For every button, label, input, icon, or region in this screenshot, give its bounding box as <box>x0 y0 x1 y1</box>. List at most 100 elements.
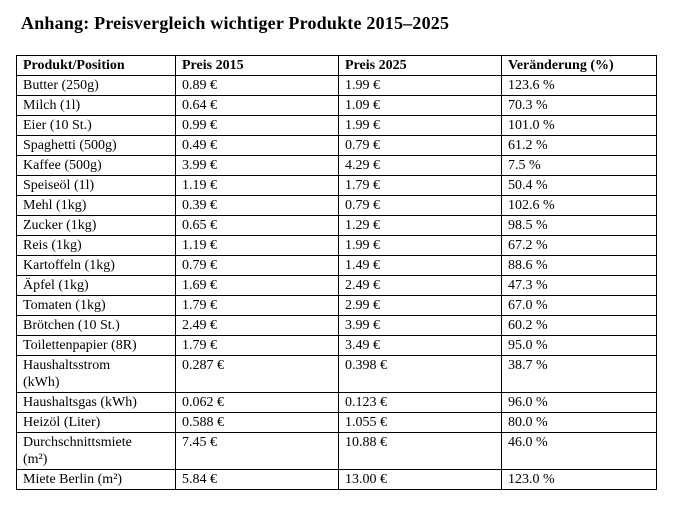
product-cell: Speiseöl (1l) <box>16 175 176 196</box>
change-cell: 123.0 % <box>501 469 657 490</box>
change-cell: 70.3 % <box>501 95 657 116</box>
product-cell: Zucker (1kg) <box>16 215 176 236</box>
product-cell: Milch (1l) <box>16 95 176 116</box>
price-2025-cell: 1.49 € <box>338 255 502 276</box>
col-header-preis-2025: Preis 2025 <box>338 55 502 76</box>
price-2015-cell: 5.84 € <box>175 469 339 490</box>
price-2025-cell: 4.29 € <box>338 155 502 176</box>
product-cell: Kaffee (500g) <box>16 155 176 176</box>
change-cell: 95.0 % <box>501 335 657 356</box>
change-cell: 96.0 % <box>501 392 657 413</box>
price-2015-cell: 7.45 € <box>175 432 339 470</box>
price-2015-cell: 0.062 € <box>175 392 339 413</box>
price-2025-cell: 1.055 € <box>338 412 502 433</box>
price-2025-cell: 1.29 € <box>338 215 502 236</box>
product-cell: Eier (10 St.) <box>16 115 176 136</box>
table-row: Haushaltsgas (kWh) 0.062 €0.123 €96.0 % <box>16 392 657 413</box>
table-row: Kaffee (500g) 3.99 €4.29 €7.5 % <box>16 155 657 176</box>
price-2025-cell: 1.09 € <box>338 95 502 116</box>
table-row: Speiseöl (1l) 1.19 €1.79 €50.4 % <box>16 175 657 196</box>
price-2015-cell: 0.588 € <box>175 412 339 433</box>
table-row: Spaghetti (500g) 0.49 €0.79 €61.2 % <box>16 135 657 156</box>
table-row: Mehl (1kg) 0.39 €0.79 €102.6 % <box>16 195 657 216</box>
table-row: Heizöl (Liter) 0.588 €1.055 €80.0 % <box>16 412 657 433</box>
price-2015-cell: 1.19 € <box>175 235 339 256</box>
price-2025-cell: 2.99 € <box>338 295 502 316</box>
table-row: Milch (1l) 0.64 €1.09 €70.3 % <box>16 95 657 116</box>
change-cell: 61.2 % <box>501 135 657 156</box>
price-2015-cell: 0.65 € <box>175 215 339 236</box>
price-2015-cell: 1.69 € <box>175 275 339 296</box>
col-header-produkt-position: Produkt/Position <box>16 55 176 76</box>
change-cell: 38.7 % <box>501 355 657 393</box>
price-2015-cell: 0.99 € <box>175 115 339 136</box>
price-2015-cell: 0.79 € <box>175 255 339 276</box>
page-title: Anhang: Preisvergleich wichtiger Produkt… <box>21 13 450 33</box>
price-2025-cell: 3.99 € <box>338 315 502 336</box>
change-cell: 50.4 % <box>501 175 657 196</box>
price-2025-cell: 0.123 € <box>338 392 502 413</box>
table-row: Brötchen (10 St.) 2.49 €3.99 €60.2 % <box>16 315 657 336</box>
change-cell: 101.0 % <box>501 115 657 136</box>
product-cell: Tomaten (1kg) <box>16 295 176 316</box>
price-2025-cell: 2.49 € <box>338 275 502 296</box>
product-cell: Mehl (1kg) <box>16 195 176 216</box>
product-cell: Äpfel (1kg) <box>16 275 176 296</box>
change-cell: 47.3 % <box>501 275 657 296</box>
change-cell: 88.6 % <box>501 255 657 276</box>
change-cell: 67.2 % <box>501 235 657 256</box>
table-row: Reis (1kg) 1.19 €1.99 €67.2 % <box>16 235 657 256</box>
price-2025-cell: 13.00 € <box>338 469 502 490</box>
price-2025-cell: 3.49 € <box>338 335 502 356</box>
price-2015-cell: 3.99 € <box>175 155 339 176</box>
change-cell: 102.6 % <box>501 195 657 216</box>
price-2025-cell: 0.79 € <box>338 135 502 156</box>
price-2015-cell: 1.19 € <box>175 175 339 196</box>
col-header-veraenderung: Veränderung (%) <box>501 55 657 76</box>
table-header-row: Produkt/Position Preis 2015 Preis 2025 V… <box>16 55 657 76</box>
price-2015-cell: 0.49 € <box>175 135 339 156</box>
table-row: Eier (10 St.) 0.99 €1.99 €101.0 % <box>16 115 657 136</box>
product-cell: Reis (1kg) <box>16 235 176 256</box>
change-cell: 67.0 % <box>501 295 657 316</box>
change-cell: 46.0 % <box>501 432 657 470</box>
product-cell: Brötchen (10 St.) <box>16 315 176 336</box>
product-cell: Haushaltsgas (kWh) <box>16 392 176 413</box>
table-row: Toilettenpapier (8R) 1.79 €3.49 €95.0 % <box>16 335 657 356</box>
product-cell: Heizöl (Liter) <box>16 412 176 433</box>
change-cell: 80.0 % <box>501 412 657 433</box>
product-cell: Durchschnittsmiete (m²) <box>16 432 176 470</box>
price-2025-cell: 0.79 € <box>338 195 502 216</box>
change-cell: 7.5 % <box>501 155 657 176</box>
change-cell: 98.5 % <box>501 215 657 236</box>
price-2015-cell: 1.79 € <box>175 335 339 356</box>
price-2025-cell: 1.99 € <box>338 235 502 256</box>
price-2015-cell: 0.64 € <box>175 95 339 116</box>
price-2025-cell: 0.398 € <box>338 355 502 393</box>
table-row: Butter (250g) 0.89 €1.99 €123.6 % <box>16 75 657 96</box>
table-row: Haushaltsstrom (kWh) 0.287 €0.398 €38.7 % <box>16 355 657 393</box>
table-row: Äpfel (1kg) 1.69 €2.49 €47.3 % <box>16 275 657 296</box>
price-2015-cell: 2.49 € <box>175 315 339 336</box>
table-row: Miete Berlin (m²) 5.84 €13.00 €123.0 % <box>16 469 657 490</box>
product-cell: Miete Berlin (m²) <box>16 469 176 490</box>
price-2025-cell: 1.99 € <box>338 115 502 136</box>
product-cell: Toilettenpapier (8R) <box>16 335 176 356</box>
price-comparison-table: Produkt/Position Preis 2015 Preis 2025 V… <box>16 55 657 490</box>
table-row: Tomaten (1kg) 1.79 €2.99 €67.0 % <box>16 295 657 316</box>
product-cell: Butter (250g) <box>16 75 176 96</box>
table-row: Zucker (1kg) 0.65 €1.29 €98.5 % <box>16 215 657 236</box>
price-2015-cell: 0.89 € <box>175 75 339 96</box>
col-header-preis-2015: Preis 2015 <box>175 55 339 76</box>
change-cell: 123.6 % <box>501 75 657 96</box>
price-2015-cell: 0.287 € <box>175 355 339 393</box>
table-body: Butter (250g) 0.89 €1.99 €123.6 % Milch (1… <box>16 75 657 490</box>
product-cell: Spaghetti (500g) <box>16 135 176 156</box>
product-cell: Kartoffeln (1kg) <box>16 255 176 276</box>
price-2025-cell: 10.88 € <box>338 432 502 470</box>
table-row: Kartoffeln (1kg) 0.79 €1.49 €88.6 % <box>16 255 657 276</box>
change-cell: 60.2 % <box>501 315 657 336</box>
price-2015-cell: 0.39 € <box>175 195 339 216</box>
table-row: Durchschnittsmiete (m²) 7.45 €10.88 €46.0… <box>16 432 657 470</box>
